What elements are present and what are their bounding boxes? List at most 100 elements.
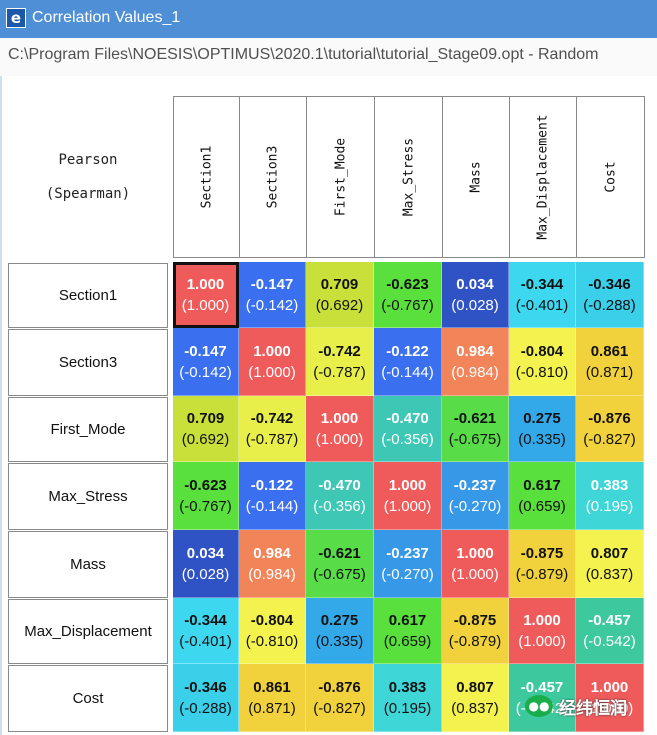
spearman-value: (-0.787) [245, 430, 299, 448]
spearman-value: (-0.270) [381, 565, 434, 583]
matrix-cell[interactable]: -0.147 (-0.142) [173, 328, 239, 396]
matrix-cell[interactable]: -0.876 (-0.827) [306, 664, 374, 732]
matrix-cell[interactable]: 0.709 (0.692) [173, 396, 239, 462]
pearson-value: -0.804 [250, 611, 294, 629]
matrix-cell[interactable]: 0.383 (0.195) [576, 462, 644, 530]
matrix-cell[interactable]: -0.742 (-0.787) [239, 396, 306, 462]
matrix-cell[interactable]: 0.709 (0.692) [306, 262, 374, 328]
row-header-section1[interactable]: Section1 [8, 263, 168, 328]
column-header-max-displacement[interactable]: Max_Displacement [509, 96, 577, 258]
spearman-value: (-0.767) [179, 497, 232, 515]
matrix-cell[interactable]: 0.617 (0.659) [374, 598, 442, 664]
matrix-cell[interactable]: 1.000 (1.000) [442, 530, 509, 598]
column-header-mass[interactable]: Mass [442, 96, 510, 258]
spearman-value: (-0.401) [179, 632, 232, 650]
matrix-cell[interactable]: -0.237 (-0.270) [374, 530, 442, 598]
matrix-cell[interactable]: 0.034 (0.028) [442, 262, 509, 328]
matrix-cell[interactable]: -0.804 (-0.810) [509, 328, 576, 396]
matrix-cell[interactable]: -0.470 (-0.356) [374, 396, 442, 462]
spearman-value: (1.000) [315, 430, 364, 448]
matrix-cell[interactable]: -0.237 (-0.270) [442, 462, 509, 530]
column-header-cost[interactable]: Cost [576, 96, 645, 258]
matrix-cell[interactable]: 0.861 (0.871) [576, 328, 644, 396]
spearman-label: (Spearman) [45, 186, 131, 202]
matrix-cell[interactable]: -0.122 (-0.144) [374, 328, 442, 396]
matrix-cell[interactable]: 0.617 (0.659) [509, 462, 576, 530]
pearson-value: 0.383 [388, 678, 427, 696]
pearson-value: 1.000 [253, 342, 291, 360]
column-header-first-mode[interactable]: First_Mode [306, 96, 375, 258]
spearman-value: (0.692) [315, 296, 364, 314]
column-header-max-stress[interactable]: Max_Stress [374, 96, 443, 258]
spearman-value: (-0.144) [381, 363, 434, 381]
pearson-value: 1.000 [523, 611, 561, 629]
wechat-icon: ●● [525, 695, 553, 717]
column-header-section3[interactable]: Section3 [239, 96, 307, 258]
matrix-cell[interactable]: -0.470 (-0.356) [306, 462, 374, 530]
matrix-cell[interactable]: -0.742 (-0.787) [306, 328, 374, 396]
spearman-value: (-0.879) [515, 565, 569, 583]
row-header-max-stress[interactable]: Max_Stress [8, 463, 168, 530]
row-header-mass[interactable]: Mass [8, 531, 168, 598]
matrix-cell[interactable]: 1.000 (1.000) [509, 598, 576, 664]
spearman-value: (-0.810) [515, 363, 569, 381]
spearman-value: (-0.767) [381, 296, 434, 314]
spearman-value: (-0.542) [583, 632, 636, 650]
matrix-cell[interactable]: -0.621 (-0.675) [306, 530, 374, 598]
matrix-cell[interactable]: -0.346 (-0.288) [173, 664, 239, 732]
matrix-cell[interactable]: 1.000 (1.000) [374, 462, 442, 530]
matrix-corner-label: Pearson (Spearman) [8, 96, 168, 258]
matrix-cell[interactable]: 0.807 (0.837) [576, 530, 644, 598]
matrix-cell[interactable]: -0.875 (-0.879) [442, 598, 509, 664]
matrix-cell[interactable]: 0.984 (0.984) [442, 328, 509, 396]
matrix-cell[interactable]: -0.344 (-0.401) [173, 598, 239, 664]
spearman-value: (-0.810) [245, 632, 299, 650]
matrix-cell[interactable]: -0.457 (-0.542) [576, 598, 644, 664]
spearman-value: (-0.142) [179, 363, 232, 381]
matrix-cell[interactable]: 0.034 (0.028) [173, 530, 239, 598]
matrix-cell[interactable]: 1.000 (1.000) [576, 664, 644, 732]
matrix-cell[interactable]: -0.344 (-0.401) [509, 262, 576, 328]
matrix-cell[interactable]: -0.122 (-0.144) [239, 462, 306, 530]
row-header-section3[interactable]: Section3 [8, 329, 168, 396]
column-header-section1[interactable]: Section1 [173, 96, 240, 258]
row-header-max-displacement[interactable]: Max_Displacement [8, 599, 168, 664]
row-header-first-mode[interactable]: First_Mode [8, 397, 168, 462]
matrix-cell[interactable]: -0.621 (-0.675) [442, 396, 509, 462]
matrix-cell[interactable]: 0.383 (0.195) [374, 664, 442, 732]
pearson-value: -0.875 [520, 544, 564, 562]
pearson-value: 0.984 [253, 544, 291, 562]
spearman-value: (1.000) [248, 363, 296, 381]
matrix-cell[interactable]: 0.861 (0.871) [239, 664, 306, 732]
matrix-cell[interactable]: 1.000 (1.000) [173, 262, 239, 328]
matrix-cell[interactable]: 0.984 (0.984) [239, 530, 306, 598]
matrix-cell[interactable]: -0.804 (-0.810) [239, 598, 306, 664]
spearman-value: (1.000) [181, 296, 230, 314]
matrix-cell[interactable]: -0.346 (-0.288) [576, 262, 644, 328]
pearson-value: 0.034 [456, 275, 494, 293]
spearman-value: (1.000) [383, 497, 432, 515]
matrix-cell[interactable]: 0.275 (0.335) [306, 598, 374, 664]
matrix-cell[interactable]: 1.000 (1.000) [306, 396, 374, 462]
matrix-cell[interactable]: 0.807 (0.837) [442, 664, 509, 732]
matrix-cell[interactable]: -0.875 (-0.879) [509, 530, 576, 598]
column-header-label: Mass [468, 161, 484, 193]
pearson-value: 0.709 [320, 275, 359, 293]
matrix-cell[interactable]: 0.275 (0.335) [509, 396, 576, 462]
pearson-value: -0.875 [453, 611, 497, 629]
matrix-cell[interactable]: -0.147 (-0.142) [239, 262, 306, 328]
spearman-value: (-0.787) [313, 363, 366, 381]
spearman-value: (0.837) [451, 699, 499, 717]
file-path: C:\Program Files\NOESIS\OPTIMUS\2020.1\t… [8, 46, 599, 63]
matrix-cell[interactable]: 1.000 (1.000) [239, 328, 306, 396]
row-header-cost[interactable]: Cost [8, 665, 168, 732]
pearson-value: 0.275 [523, 409, 561, 427]
spearman-value: (1.000) [451, 565, 499, 583]
matrix-cell[interactable]: -0.876 (-0.827) [576, 396, 644, 462]
matrix-cell[interactable]: -0.623 (-0.767) [374, 262, 442, 328]
pearson-label: Pearson [58, 152, 118, 168]
spearman-value: (-0.270) [448, 497, 502, 515]
spearman-value: (0.837) [585, 565, 634, 583]
matrix-cell[interactable]: -0.623 (-0.767) [173, 462, 239, 530]
spearman-value: (0.659) [518, 497, 566, 515]
